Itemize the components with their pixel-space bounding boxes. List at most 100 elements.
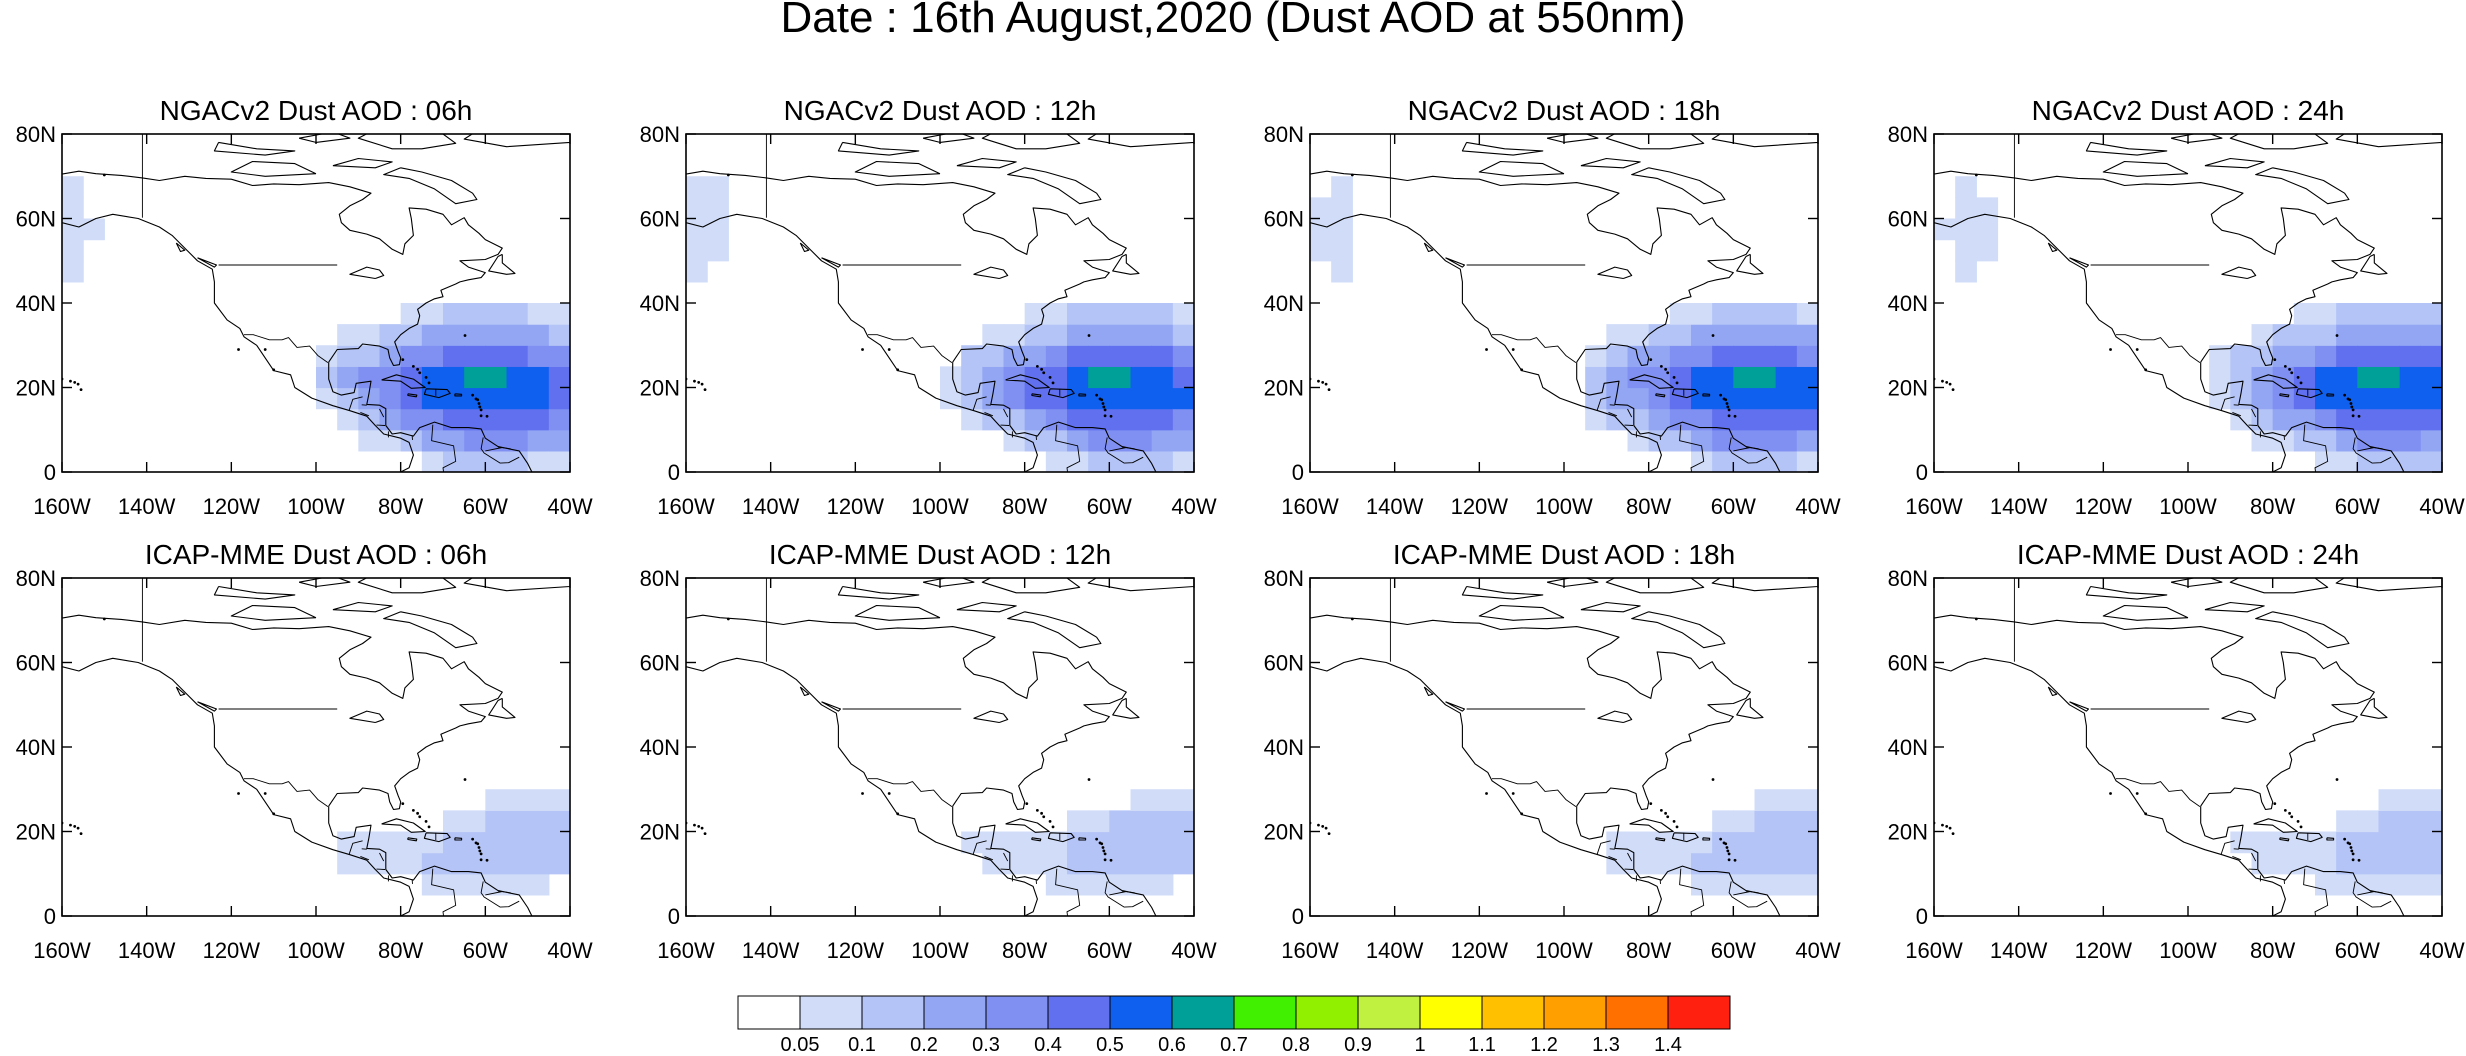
aod-cell (2315, 831, 2337, 854)
coastline-segment (1605, 134, 1705, 150)
colorbar-swatch (861, 995, 925, 1030)
map-panel-3: NGACv2 Dust AOD : 18h 160W 140W 120W 100W 80W… (1264, 95, 1841, 519)
aod-cell (400, 366, 423, 389)
colorbar-swatch (1109, 995, 1173, 1030)
border-segment (2251, 408, 2257, 418)
border-segment (485, 891, 503, 896)
map-panel-6: ICAP-MME Dust AOD : 12h 160W 140W 120W 100W 8… (640, 539, 1217, 963)
island (463, 778, 467, 781)
island (69, 823, 72, 827)
coastline-segment (407, 837, 418, 842)
aod-cell (400, 303, 423, 325)
island (1109, 414, 1113, 418)
aod-cell (1669, 303, 1692, 325)
map-panel-5: ICAP-MME Dust AOD : 06h 160W 140W 120W 100W 8… (16, 539, 593, 963)
coastline-segment (837, 141, 920, 156)
y-tick-label: 80N (16, 122, 56, 147)
x-tick-label: 80W (1626, 494, 1671, 519)
island (1520, 812, 1524, 816)
aod-cell (1172, 450, 1194, 472)
aod-cell (1130, 429, 1153, 452)
island (2296, 819, 2300, 823)
x-tick-label: 60W (1087, 494, 1132, 519)
border-segment (2303, 424, 2329, 472)
border-segment (2352, 881, 2392, 908)
colorbar-swatch (1543, 995, 1607, 1030)
island (2335, 334, 2339, 337)
y-tick-label: 0 (668, 904, 680, 929)
border-segment (2357, 447, 2375, 452)
panel-title: NGACv2 Dust AOD : 18h (1408, 95, 1721, 126)
coastline-segment (922, 134, 975, 143)
aod-cell (1754, 429, 1777, 452)
island (1327, 388, 1331, 392)
colorbar-swatch (985, 995, 1049, 1030)
island (2296, 375, 2300, 379)
coastline (62, 134, 570, 472)
aod-cell (421, 345, 444, 367)
y-tick-label: 80N (16, 566, 56, 591)
island (1664, 367, 1667, 371)
aod-cell (1024, 345, 1047, 367)
aod-cell (1775, 831, 1798, 854)
aod-cell (2378, 408, 2401, 431)
island (1100, 398, 1104, 402)
coastline-segment (383, 611, 478, 649)
aod-cell (1733, 324, 1756, 346)
coastline-segment (230, 160, 317, 177)
aod-cell (2378, 852, 2401, 875)
aod-cell (548, 324, 570, 346)
island (1726, 405, 1730, 409)
aod-cell (2230, 366, 2253, 389)
aod-cell (337, 366, 359, 389)
border-segment (360, 855, 370, 861)
aod-cell (358, 831, 381, 854)
aod-cell (1024, 366, 1047, 389)
island (1042, 371, 1046, 375)
island (1675, 381, 1679, 385)
island (263, 792, 267, 795)
aod-cell (1109, 345, 1132, 367)
x-tick-label: 140W (118, 938, 176, 963)
island (1327, 832, 1331, 836)
colorbar-swatch (1419, 995, 1483, 1030)
coastline-segment (1671, 832, 1699, 843)
coastline-segment (1047, 388, 1075, 399)
aod-cell (1733, 831, 1756, 854)
coastline-segment (175, 686, 186, 697)
aod-cell (548, 303, 570, 325)
coastline-segment (1702, 393, 1711, 397)
aod-cell (1130, 810, 1153, 833)
x-tick-label: 40W (547, 938, 592, 963)
island (1350, 617, 1354, 621)
aod-cell (1775, 429, 1798, 452)
coastline-segment (2085, 141, 2168, 156)
coastline-segment (1310, 213, 1662, 472)
aod-cell (1130, 345, 1153, 367)
aod-cell (2293, 303, 2316, 325)
aod-cell (1151, 450, 1174, 472)
panel-title: NGACv2 Dust AOD : 06h (160, 95, 473, 126)
aod-cell (506, 366, 529, 389)
aod-cell (1754, 873, 1777, 896)
aod-cell (1003, 345, 1026, 367)
x-tick-label: 40W (1171, 938, 1216, 963)
aod-cell (1691, 450, 1713, 472)
aod-cell (548, 429, 570, 452)
coastline-segment (2326, 393, 2335, 397)
aod-cell (1775, 789, 1798, 811)
island (424, 375, 428, 379)
island (1711, 334, 1715, 337)
aod-cell (1109, 303, 1132, 325)
x-tick-label: 160W (1905, 938, 1963, 963)
coastline-segment (2255, 167, 2350, 205)
island (1727, 858, 1731, 862)
aod-cell (527, 789, 550, 811)
aod-cell (1733, 303, 1756, 325)
aod-cell (1627, 387, 1650, 410)
aod-cell (2378, 303, 2401, 325)
coastline (62, 578, 570, 916)
aod-cell (527, 303, 550, 325)
aod-cell (1109, 873, 1132, 896)
island (1520, 368, 1524, 372)
